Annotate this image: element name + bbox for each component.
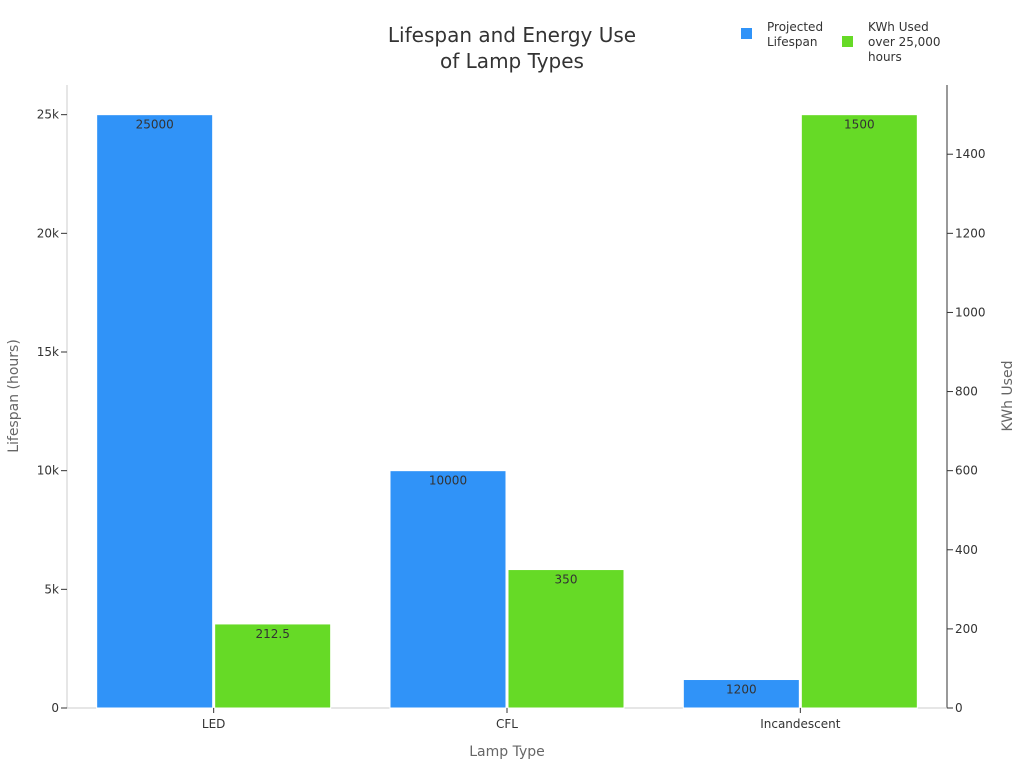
y2-tick-label: 0 (955, 701, 963, 715)
bar-lifespan[interactable] (96, 114, 214, 709)
chart-title-line: Lifespan and Energy Use (388, 23, 636, 47)
y-tick-label: 10k (37, 464, 59, 478)
bar-kwh[interactable] (507, 569, 625, 709)
legend-label: over 25,000 (868, 35, 941, 49)
legend-swatch (741, 28, 752, 39)
legend-swatch (842, 36, 853, 47)
bar-kwh[interactable] (214, 623, 332, 709)
x-axis-ticks: LED CFL Incandescent (202, 708, 841, 731)
y-axis-label: Lifespan (hours) (6, 339, 22, 453)
y-tick-label: 20k (37, 226, 59, 240)
legend-label: Lifespan (767, 35, 817, 49)
data-label: 212.5 (255, 627, 289, 641)
legend-label: hours (868, 50, 902, 64)
y2-tick-label: 400 (955, 543, 978, 557)
y2-axis-label: KWh Used (1000, 361, 1016, 432)
data-label: 1500 (844, 118, 875, 132)
y2-tick-label: 1000 (955, 305, 986, 319)
y2-tick-label: 1200 (955, 226, 986, 240)
legend-label: Projected (767, 20, 823, 34)
y2-tick-label: 800 (955, 385, 978, 399)
bar-lifespan[interactable] (389, 470, 507, 709)
x-axis-label: Lamp Type (469, 744, 545, 760)
y-tick-label: 0 (51, 701, 59, 715)
y2-tick-label: 600 (955, 464, 978, 478)
left-axis-ticks: 0 5k 10k 15k 20k 25k (37, 108, 67, 715)
bars: 25000 212.5 10000 350 1200 1500 (96, 114, 918, 709)
data-label: 25000 (136, 118, 174, 132)
x-tick-label: Incandescent (760, 717, 841, 731)
y-tick-label: 15k (37, 345, 59, 359)
right-axis-ticks: 0 200 400 600 800 1000 1200 1400 (947, 147, 986, 715)
bar-kwh[interactable] (800, 114, 918, 709)
x-tick-label: LED (202, 717, 226, 731)
x-tick-label: CFL (496, 717, 518, 731)
legend-label: KWh Used (868, 20, 929, 34)
y-tick-label: 25k (37, 108, 59, 122)
data-label: 10000 (429, 474, 467, 488)
data-label: 1200 (726, 683, 757, 697)
y2-tick-label: 200 (955, 622, 978, 636)
y-tick-label: 5k (44, 582, 59, 596)
bar-lifespan[interactable] (682, 679, 800, 709)
chart-title-line: of Lamp Types (440, 49, 584, 73)
y2-tick-label: 1400 (955, 147, 986, 161)
data-label: 350 (555, 573, 578, 587)
